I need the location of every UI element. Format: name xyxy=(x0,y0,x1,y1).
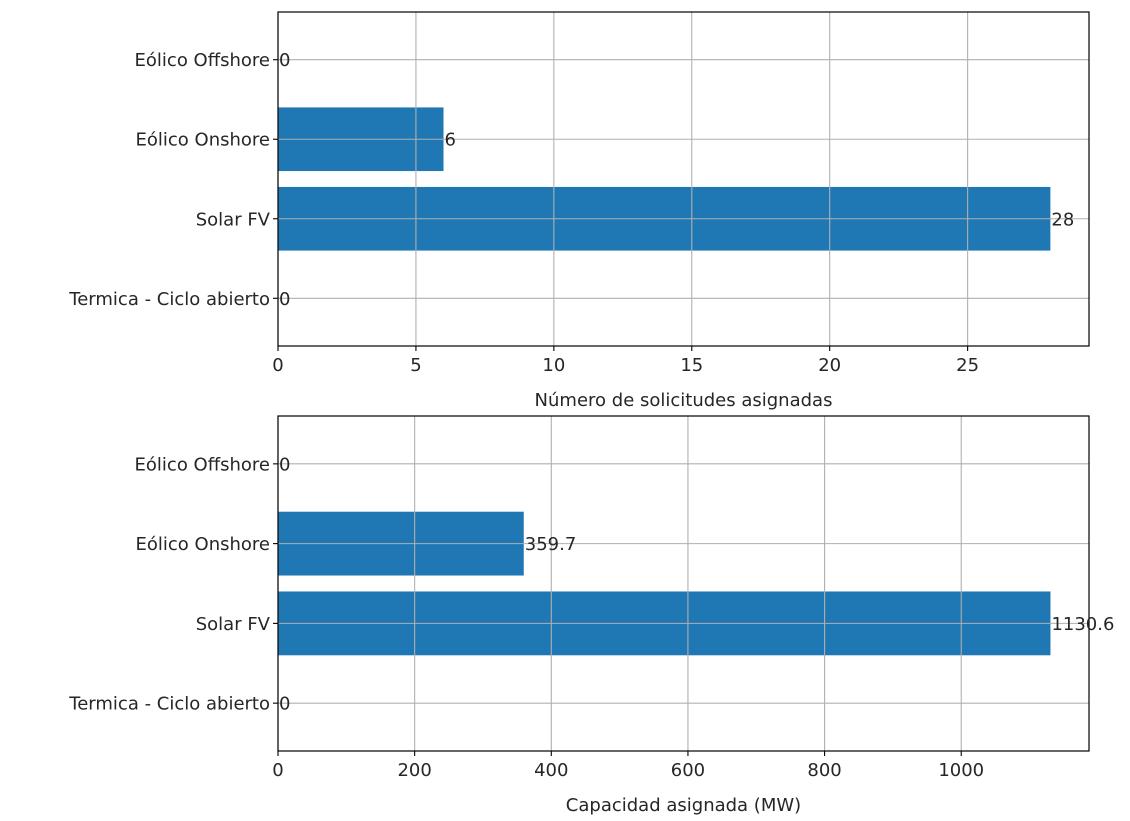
data-label: 6 xyxy=(445,130,456,151)
y-tick-label: Eólico Onshore xyxy=(136,130,270,151)
y-tick-label: Termica - Ciclo abierto xyxy=(68,289,270,310)
y-tick-label: Eólico Onshore xyxy=(136,534,270,555)
y-tick-label: Solar FV xyxy=(196,614,271,635)
y-tick-label: Eólico Offshore xyxy=(135,454,270,475)
y-tick-label: Termica - Ciclo abierto xyxy=(68,694,270,715)
x-tick-label: 15 xyxy=(680,355,703,376)
x-axis-label: Número de solicitudes asignadas xyxy=(535,390,833,411)
y-tick-label: Solar FV xyxy=(196,209,271,230)
x-axis-label: Capacidad asignada (MW) xyxy=(566,795,801,816)
x-tick-label: 0 xyxy=(272,760,283,781)
chart-solicitudes: 0 5 10 15 20 25 Termica - Ciclo abierto Solar F… xyxy=(68,11,1090,411)
x-tick-label: 5 xyxy=(410,355,421,376)
data-label: 0 xyxy=(279,454,290,475)
x-tick-label: 800 xyxy=(807,760,841,781)
axes-frame xyxy=(277,11,1090,347)
data-label: 0 xyxy=(279,50,290,71)
x-tick-label: 20 xyxy=(818,355,841,376)
x-tick-label: 10 xyxy=(542,355,565,376)
y-tick-label: Eólico Offshore xyxy=(135,50,270,71)
x-tick-label: 0 xyxy=(272,355,283,376)
x-tick-label: 1000 xyxy=(938,760,984,781)
x-tick-label: 200 xyxy=(397,760,431,781)
axes-frame xyxy=(277,415,1090,752)
data-label: 359.7 xyxy=(525,534,577,555)
data-label: 28 xyxy=(1051,209,1074,230)
data-label: 0 xyxy=(279,694,290,715)
x-tick-label: 600 xyxy=(671,760,705,781)
chart-capacidad: 0 200 400 600 800 1000 Termica - Ciclo abierto… xyxy=(68,415,1114,816)
data-label: 1130.6 xyxy=(1051,614,1114,635)
x-tick-label: 25 xyxy=(956,355,979,376)
x-tick-label: 400 xyxy=(534,760,568,781)
data-label: 0 xyxy=(279,289,290,310)
